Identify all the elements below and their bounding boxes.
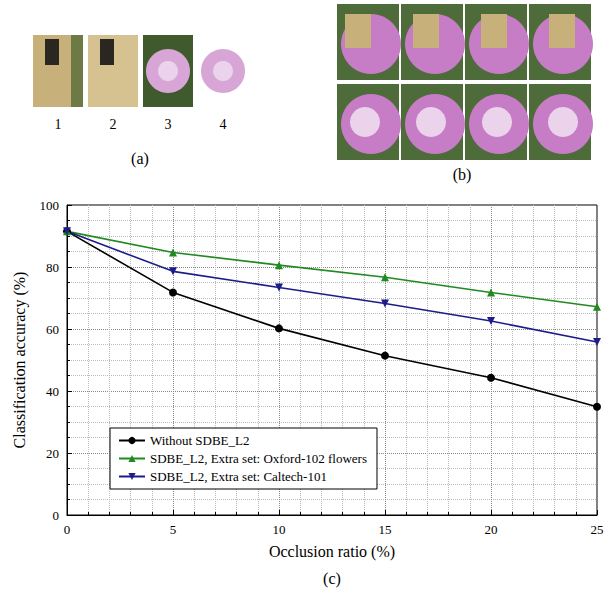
svg-text:4: 4 [220,117,227,132]
svg-text:10: 10 [273,522,286,537]
svg-text:0: 0 [64,522,71,537]
svg-text:(a): (a) [131,150,149,168]
svg-text:2: 2 [110,117,117,132]
svg-text:(b): (b) [453,166,472,184]
svg-text:SDBE_L2, Extra set: Oxford-102: SDBE_L2, Extra set: Oxford-102 flowers [150,451,367,466]
svg-text:40: 40 [46,384,59,399]
svg-text:80: 80 [46,260,59,275]
svg-text:Without SDBE_L2: Without SDBE_L2 [150,433,250,448]
svg-text:100: 100 [40,198,60,213]
svg-text:15: 15 [379,522,392,537]
svg-text:0: 0 [53,508,60,523]
svg-text:1: 1 [55,117,62,132]
svg-text:5: 5 [170,522,177,537]
svg-text:Classification accuracy (%): Classification accuracy (%) [11,272,29,449]
svg-text:20: 20 [46,446,59,461]
svg-text:25: 25 [591,522,604,537]
svg-text:SDBE_L2, Extra set: Caltech-10: SDBE_L2, Extra set: Caltech-101 [150,469,327,484]
svg-text:60: 60 [46,322,59,337]
svg-text:Occlusion ratio (%): Occlusion ratio (%) [269,543,395,561]
svg-text:3: 3 [165,117,172,132]
svg-text:(c): (c) [323,570,341,588]
svg-text:20: 20 [485,522,498,537]
